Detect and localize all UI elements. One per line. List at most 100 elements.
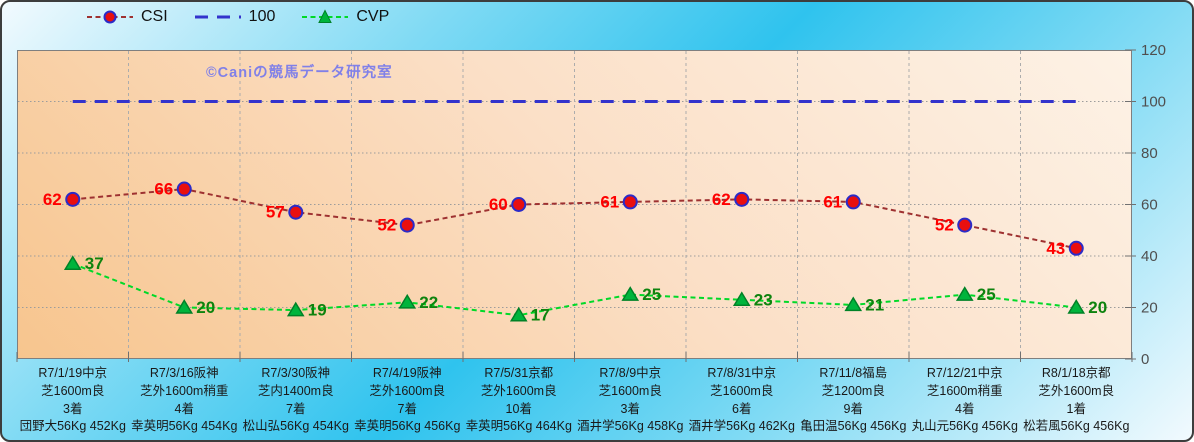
x-axis-label-line: 芝1600m稍重 xyxy=(926,383,1003,398)
x-axis-label-line: R8/1/18京都 xyxy=(1041,366,1111,380)
x-axis-label-line: 芝1200m良 xyxy=(821,383,885,398)
x-axis-label-line: 団野大56Kg 452Kg xyxy=(19,419,126,434)
legend-item-cvp: CVP xyxy=(301,8,389,26)
y-axis-tick-label: 0 xyxy=(1141,351,1149,368)
100-legend-sample-icon xyxy=(194,15,241,19)
x-axis-label-line: 芝外1600m良 xyxy=(480,383,557,398)
csi-marker xyxy=(511,197,527,212)
cvp-value-label: 17 xyxy=(531,306,550,325)
y-axis-tick-label: 80 xyxy=(1141,145,1158,162)
x-axis-label-line: 芝1600m良 xyxy=(710,383,774,398)
x-axis-category-label: R7/5/31京都 芝外1600m良 10着 幸英明56Kg 464Kg xyxy=(463,365,575,436)
x-axis-label-line: 芝1600m良 xyxy=(41,383,105,398)
csi-value-label: 66 xyxy=(154,180,173,199)
legend-label: CVP xyxy=(356,8,390,25)
x-axis-label-line: R7/1/19中京 xyxy=(38,366,108,380)
csi-series: 62 66 57 52 60 61 62 61 52 43 xyxy=(43,180,1084,258)
csi-marker xyxy=(622,194,638,210)
csi-value-label: 62 xyxy=(43,190,62,209)
csi-value-label: 52 xyxy=(935,216,954,235)
x-axis-label-line: 芝内1400m良 xyxy=(257,383,334,398)
x-axis-label-line: R7/8/9中京 xyxy=(599,366,662,380)
legend: CSI 100 CVP xyxy=(86,8,389,26)
x-axis-label-line: R7/3/16阪神 xyxy=(149,366,219,380)
circle-marker-icon xyxy=(103,10,117,24)
cvp-value-label: 23 xyxy=(754,290,773,309)
csi-marker xyxy=(845,194,861,210)
x-axis-label-line: R7/3/30阪神 xyxy=(261,366,331,380)
axis-ticks xyxy=(16,49,1136,362)
cvp-value-label: 25 xyxy=(977,285,996,304)
cvp-marker xyxy=(844,296,863,312)
cvp-marker xyxy=(175,299,194,314)
csi-value-label: 43 xyxy=(1046,239,1065,258)
x-axis-label-line: 松若風56Kg 456Kg xyxy=(1023,419,1130,434)
legend-item-100: 100 xyxy=(194,8,275,26)
legend-item-csi: CSI xyxy=(86,8,168,26)
x-axis-label-line: 3着 xyxy=(620,401,640,416)
x-axis-label-line: 芝1600m良 xyxy=(598,383,662,398)
cvp-value-label: 22 xyxy=(419,293,438,312)
x-axis-label-line: 酒井学56Kg 458Kg xyxy=(577,419,684,434)
csi-marker xyxy=(288,204,304,220)
x-axis-label-line: 3着 xyxy=(63,401,83,416)
cvp-value-label: 20 xyxy=(1088,298,1107,317)
x-axis-label-line: 松山弘56Kg 454Kg xyxy=(242,419,349,434)
watermark: ©Caniの競馬データ研究室 xyxy=(206,65,393,81)
y-axis-tick-label: 20 xyxy=(1141,300,1158,317)
x-axis-label-line: 4着 xyxy=(174,401,194,416)
csi-marker xyxy=(176,181,192,197)
x-axis-category-label: R7/8/31中京 芝1600m良 6着 酒井学56Kg 462Kg xyxy=(686,365,798,436)
csi-value-label: 57 xyxy=(266,203,285,222)
y-axis-labels: 0 20 40 60 80 100 120 xyxy=(1141,42,1166,368)
csi-marker xyxy=(734,191,750,207)
x-axis-label-line: 幸英明56Kg 456Kg xyxy=(354,419,461,434)
x-axis-label-line: R7/12/21中京 xyxy=(926,366,1003,380)
cvp-marker xyxy=(732,291,751,307)
csi-legend-sample-icon xyxy=(87,10,133,24)
cvp-marker xyxy=(1067,299,1086,314)
y-axis-tick-label: 120 xyxy=(1141,42,1166,59)
cvp-marker xyxy=(509,306,528,322)
csi-value-label: 61 xyxy=(600,192,619,211)
cvp-value-label: 37 xyxy=(85,254,104,273)
x-axis-label-line: 7着 xyxy=(286,401,306,416)
y-axis-tick-label: 40 xyxy=(1141,248,1158,265)
x-axis-label-line: 芝外1600m良 xyxy=(369,383,446,398)
csi-marker xyxy=(957,217,973,233)
cvp-value-label: 25 xyxy=(642,285,661,304)
x-axis-labels: R7/1/19中京 芝1600m良 3着 団野大56Kg 452Kg R7/3/16阪神… xyxy=(17,365,1132,436)
cvp-marker xyxy=(955,286,974,301)
x-axis-label-line: R7/8/31中京 xyxy=(707,366,777,380)
x-axis-label-line: R7/4/19阪神 xyxy=(372,366,442,380)
cvp-value-label: 20 xyxy=(196,298,215,317)
x-axis-label-line: R7/11/8福島 xyxy=(819,366,888,380)
triangle-marker-icon xyxy=(318,9,333,23)
y-axis-tick-label: 60 xyxy=(1141,197,1158,214)
x-axis-label-line: 芝外1600m良 xyxy=(1038,383,1115,398)
cvp-marker xyxy=(286,301,305,317)
x-axis-label-line: 7着 xyxy=(397,401,417,416)
csi-line xyxy=(72,188,1077,250)
x-axis-category-label: R7/3/30阪神 芝内1400m良 7着松山弘56Kg 454Kg xyxy=(240,365,352,436)
cvp-marker xyxy=(398,293,417,309)
x-axis-label-line: 1着 xyxy=(1066,401,1086,416)
x-axis-category-label: R7/4/19阪神 芝外1600m良 7着幸英明56Kg 456Kg xyxy=(352,365,464,436)
csi-value-label: 52 xyxy=(377,216,396,235)
x-axis-category-label: R7/12/21中京 芝1600m稍重 4着 丸山元56Kg 456Kg xyxy=(909,365,1021,436)
cvp-marker xyxy=(621,286,640,301)
csi-value-label: 60 xyxy=(489,195,508,214)
x-axis-label-line: 幸英明56Kg 464Kg xyxy=(465,419,572,434)
y-axis-tick-label: 100 xyxy=(1141,94,1166,111)
cvp-legend-sample-icon xyxy=(302,9,349,23)
cvp-series: 37 20 19 22 17 25 23 21 25 20 xyxy=(63,254,1107,325)
x-axis-label-line: 6着 xyxy=(732,401,752,416)
x-axis-label-line: 幸英明56Kg 454Kg xyxy=(131,419,238,434)
x-axis-label-line: 10着 xyxy=(505,401,532,416)
x-axis-category-label: R7/3/16阪神 芝外1600m稍重 4着 幸英明56Kg 454Kg xyxy=(129,365,241,436)
csi-marker xyxy=(1068,240,1084,256)
x-axis-label-line: 4着 xyxy=(955,401,975,416)
